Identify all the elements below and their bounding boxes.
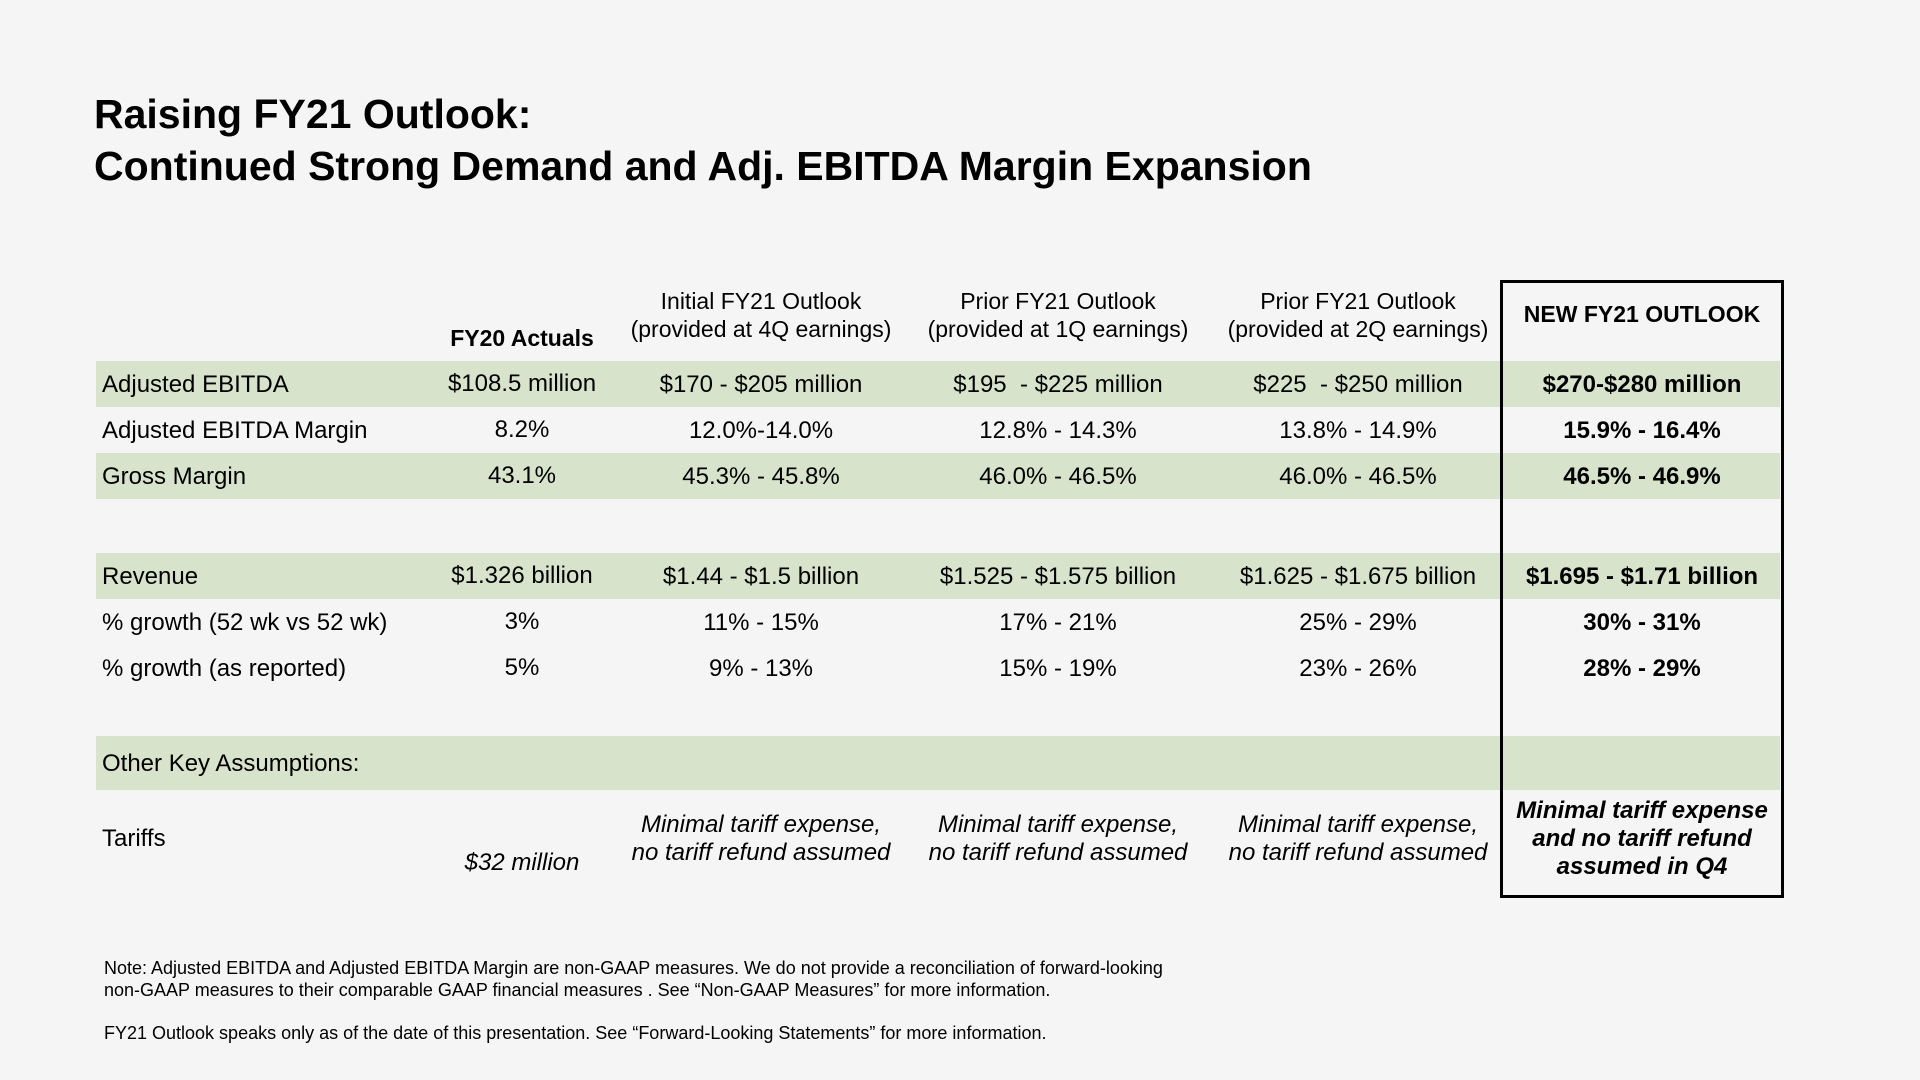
cell-initial: 12.0%-14.0% — [688, 417, 834, 444]
tariffs-new-line-3: assumed in Q4 — [1556, 853, 1728, 880]
cell-new: 28% - 29% — [1583, 655, 1701, 682]
cell-prior-1q: 46.0% - 46.5% — [979, 463, 1137, 490]
cell-tariffs-prior-2q: Minimal tariff expense, no tariff refund… — [1206, 811, 1510, 867]
band-other-assumptions — [96, 736, 1780, 790]
cell-fy20: 5% — [504, 654, 540, 681]
cell-new: 46.5% - 46.9% — [1563, 463, 1721, 490]
row-label-adjusted-ebitda: Adjusted EBITDA — [102, 371, 289, 398]
page-title: Raising FY21 Outlook: Continued Strong D… — [94, 88, 1312, 192]
cell-prior-1q: 17% - 21% — [999, 609, 1117, 636]
cell-prior-2q: $225 - $250 million — [1253, 371, 1463, 398]
cell-prior-1q: 15% - 19% — [999, 655, 1117, 682]
header-new-outlook: NEW FY21 OUTLOOK — [1523, 301, 1761, 327]
header-initial-line-1: Initial FY21 Outlook — [660, 288, 862, 314]
cell-initial: 45.3% - 45.8% — [682, 463, 840, 490]
cell-initial: 11% - 15% — [703, 609, 819, 636]
title-line-1: Raising FY21 Outlook: — [94, 91, 532, 137]
cell-prior-2q: 46.0% - 46.5% — [1279, 463, 1437, 490]
tariffs-initial-line-2: no tariff refund assumed — [631, 839, 891, 866]
note-line-1: Note: Adjusted EBITDA and Adjusted EBITD… — [104, 958, 1163, 978]
cell-prior-2q: 25% - 29% — [1299, 609, 1417, 636]
cell-new: $1.695 - $1.71 billion — [1525, 563, 1759, 590]
header-prior-2q-line-1: Prior FY21 Outlook — [1260, 288, 1456, 314]
cell-tariffs-new: Minimal tariff expense and no tariff ref… — [1500, 797, 1784, 881]
cell-new: $270-$280 million — [1542, 371, 1742, 398]
cell-fy20: $1.326 billion — [451, 562, 593, 589]
cell-fy20: 8.2% — [494, 416, 550, 443]
band-gross-margin — [96, 453, 1780, 499]
row-label-adjusted-ebitda-margin: Adjusted EBITDA Margin — [102, 417, 368, 444]
new-outlook-box — [1500, 280, 1784, 898]
cell-initial: $1.44 - $1.5 billion — [662, 563, 860, 590]
header-prior-2q-line-2: (provided at 2Q earnings) — [1227, 316, 1489, 342]
cell-fy20: $108.5 million — [447, 370, 597, 397]
band-adjusted-ebitda — [96, 361, 1780, 407]
tariffs-new-line-2: and no tariff refund — [1532, 825, 1752, 852]
cell-prior-1q: $195 - $225 million — [953, 371, 1163, 398]
cell-tariffs-initial: Minimal tariff expense, no tariff refund… — [612, 811, 910, 867]
cell-tariffs-fy20: $32 million — [464, 849, 580, 876]
cell-prior-1q: 12.8% - 14.3% — [979, 417, 1137, 444]
tariffs-prior-1q-line-2: no tariff refund assumed — [928, 839, 1188, 866]
cell-initial: $170 - $205 million — [659, 371, 863, 398]
cell-fy20: 3% — [504, 608, 540, 635]
tariffs-prior-1q-line-1: Minimal tariff expense, — [937, 811, 1179, 838]
other-assumptions-label: Other Key Assumptions: — [102, 750, 360, 777]
row-label-growth-reported: % growth (as reported) — [102, 655, 347, 682]
cell-new: 30% - 31% — [1583, 609, 1701, 636]
row-label-revenue: Revenue — [102, 563, 199, 590]
note-line-3: FY21 Outlook speaks only as of the date … — [104, 1023, 1047, 1043]
header-initial-line-2: (provided at 4Q earnings) — [630, 316, 892, 342]
note-line-2: non-GAAP measures to their comparable GA… — [104, 980, 1051, 1000]
header-fy20-actuals: FY20 Actuals — [450, 325, 594, 351]
header-prior-1q-outlook: Prior FY21 Outlook (provided at 1Q earni… — [910, 287, 1206, 343]
cell-new: 15.9% - 16.4% — [1563, 417, 1721, 444]
tariffs-initial-line-1: Minimal tariff expense, — [640, 811, 882, 838]
header-prior-1q-line-1: Prior FY21 Outlook — [960, 288, 1156, 314]
cell-prior-1q: $1.525 - $1.575 billion — [939, 563, 1177, 590]
tariffs-new-line-1: Minimal tariff expense — [1516, 797, 1768, 824]
cell-prior-2q: 23% - 26% — [1299, 655, 1417, 682]
row-label-growth-52wk: % growth (52 wk vs 52 wk) — [102, 609, 388, 636]
header-prior-1q-line-2: (provided at 1Q earnings) — [927, 316, 1189, 342]
tariffs-prior-2q-line-1: Minimal tariff expense, — [1237, 811, 1479, 838]
row-label-tariffs: Tariffs — [102, 825, 166, 852]
header-initial-outlook: Initial FY21 Outlook (provided at 4Q ear… — [612, 287, 910, 343]
tariffs-prior-2q-line-2: no tariff refund assumed — [1228, 839, 1488, 866]
cell-fy20: 43.1% — [487, 462, 557, 489]
header-prior-2q-outlook: Prior FY21 Outlook (provided at 2Q earni… — [1206, 287, 1510, 343]
cell-tariffs-prior-1q: Minimal tariff expense, no tariff refund… — [910, 811, 1206, 867]
title-line-2: Continued Strong Demand and Adj. EBITDA … — [94, 143, 1312, 189]
row-label-gross-margin: Gross Margin — [102, 463, 247, 490]
cell-prior-2q: $1.625 - $1.675 billion — [1239, 563, 1477, 590]
cell-initial: 9% - 13% — [708, 655, 814, 682]
band-revenue — [96, 553, 1780, 599]
cell-prior-2q: 13.8% - 14.9% — [1279, 417, 1437, 444]
